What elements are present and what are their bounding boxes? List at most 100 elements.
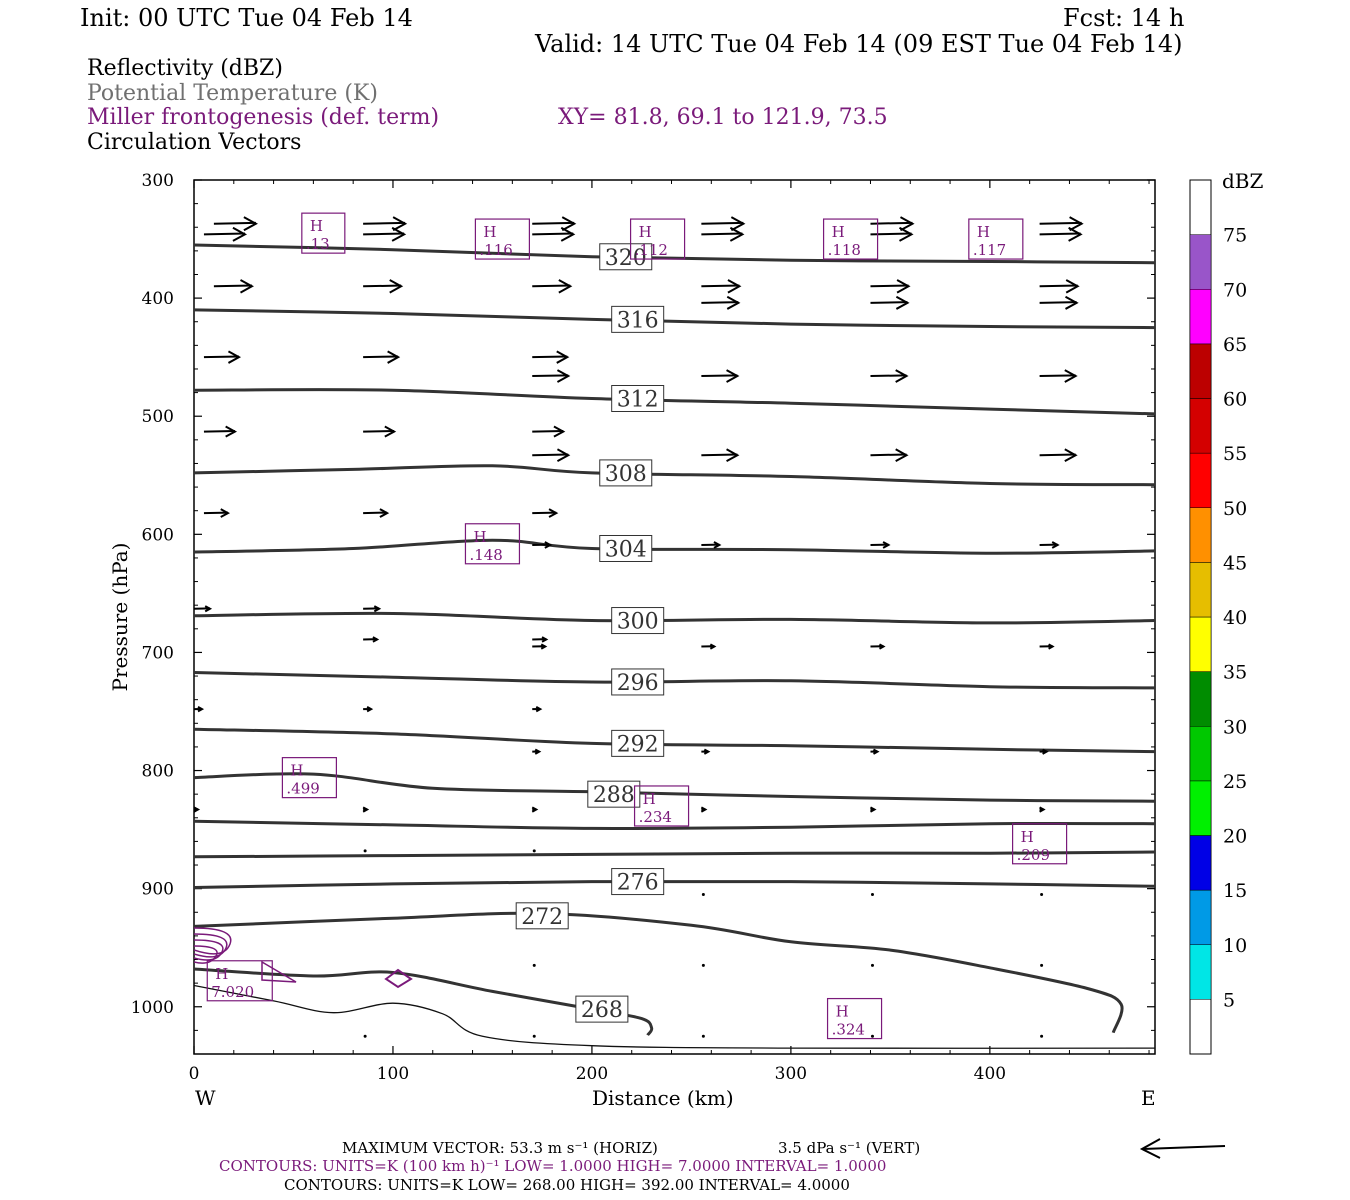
reference-vector-head: [1139, 1138, 1161, 1159]
colorbar-bin: [1189, 835, 1212, 891]
frontogenesis-max-h: H: [483, 223, 496, 241]
theta-contour-292: [194, 727, 1155, 754]
theta-label: 268: [581, 998, 623, 1023]
y-tick-label: 400: [142, 289, 174, 309]
theta-label: 304: [605, 537, 647, 562]
frontogenesis-max-box: [301, 212, 346, 254]
circulation-vector: [870, 301, 908, 304]
footer-max-vector: MAXIMUM VECTOR: 53.3 m s⁻¹ (HORIZ): [342, 1139, 658, 1157]
circulation-vector: [532, 963, 536, 967]
frontogenesis-max-h: H: [643, 790, 656, 808]
circulation-vector-head: [726, 295, 741, 310]
theta-contour-276: [194, 879, 1155, 889]
circulation-vector-head: [730, 216, 746, 232]
circulation-vector: [213, 221, 256, 225]
circulation-vector-head: [232, 226, 248, 242]
circulation-vector-head: [194, 806, 201, 813]
frontogenesis-max-box: [464, 523, 521, 565]
theta-contour-308: [194, 464, 1155, 487]
colorbar-bin: [1189, 234, 1212, 290]
circulation-vector-head: [227, 350, 242, 364]
circulation-vector-head: [392, 216, 408, 232]
frontogenesis-max-h: H: [473, 528, 486, 546]
circulation-vector: [363, 849, 367, 853]
frontogenesis-max-value: .209: [1017, 846, 1050, 864]
frontogenesis-contour: [194, 933, 228, 958]
colorbar-bin: [1189, 452, 1212, 508]
frontogenesis-max-value: .116: [479, 241, 512, 259]
circulation-vector: [363, 284, 402, 288]
circulation-vector: [1039, 232, 1081, 236]
frontogenesis-max-h: H: [1021, 828, 1034, 846]
circulation-vector-head: [220, 508, 231, 518]
frontogenesis-max-h: H: [290, 762, 303, 780]
cross-section-endpoints: XY= 81.8, 69.1 to 121.9, 73.5: [558, 105, 888, 130]
colorbar-label: 50: [1223, 498, 1247, 520]
x-axis-west-label: W: [195, 1086, 216, 1110]
colorbar-label: 60: [1223, 389, 1247, 411]
circulation-vector-head: [1064, 369, 1078, 383]
theta-contour-304: [194, 538, 1155, 555]
circulation-vector: [532, 355, 568, 359]
frontogenesis-max-value: .117: [973, 241, 1006, 259]
theta-label: 312: [617, 388, 659, 413]
theta-contour-268: [194, 967, 654, 1037]
circulation-vector-head: [387, 350, 401, 364]
colorbar-label: 75: [1223, 225, 1247, 247]
theta-contour-296: [194, 671, 1155, 690]
frontogenesis-max-value: .148: [469, 546, 502, 564]
circulation-vector-head: [727, 279, 742, 294]
colorbar-bin: [1189, 889, 1212, 945]
frontogenesis-max-box: [826, 997, 883, 1040]
circulation-vector: [1039, 221, 1082, 225]
circulation-vector: [1039, 284, 1078, 288]
circulation-vector-head: [726, 448, 740, 463]
circulation-vector-head: [561, 216, 577, 232]
circulation-vector: [1040, 963, 1044, 967]
theta-label-box: [611, 305, 665, 333]
circulation-vector-head: [1065, 279, 1080, 294]
circulation-vector-head: [391, 226, 407, 242]
frontogenesis-max-value: 7.020: [211, 983, 254, 1001]
circulation-vector: [213, 284, 252, 288]
theta-contour-300: [194, 611, 1155, 625]
circulation-vector-head: [895, 369, 909, 383]
circulation-vector-head: [895, 448, 909, 463]
x-axis-east-label: E: [1141, 1086, 1156, 1110]
circulation-vector-head: [878, 643, 886, 650]
theta-contour-316: [194, 308, 1155, 330]
circulation-vector-head: [1064, 448, 1078, 463]
frontogenesis-max-h: H: [639, 223, 652, 241]
circulation-vector-head: [373, 605, 382, 613]
circulation-vector-head: [544, 541, 553, 549]
circulation-vector-head: [1051, 541, 1060, 549]
frontogenesis-max-h: H: [215, 965, 228, 983]
circulation-vector-head: [899, 216, 915, 232]
theta-label: 300: [617, 610, 659, 635]
circulation-vector: [870, 963, 874, 967]
x-tick-label: 100: [377, 1064, 409, 1084]
frontogenesis-max-value: .118: [828, 241, 861, 259]
circulation-vector-head: [366, 706, 374, 713]
circulation-vector: [701, 453, 738, 457]
colorbar-label: 55: [1223, 443, 1247, 465]
legend-circulation-vectors: Circulation Vectors: [87, 130, 302, 155]
colorbar-label: 30: [1223, 716, 1247, 738]
frontogenesis-max-value: .499: [286, 780, 319, 798]
y-tick-label: 300: [142, 171, 174, 191]
footer-vertical-scale: 3.5 dPa s⁻¹ (VERT): [778, 1139, 921, 1157]
colorbar-bin: [1189, 289, 1212, 345]
circulation-vector: [870, 453, 907, 457]
y-tick-label: 600: [142, 525, 174, 545]
theta-label-box: [611, 868, 665, 896]
circulation-vector: [870, 893, 874, 897]
circulation-vector-head: [1039, 806, 1046, 813]
theta-label-box: [611, 729, 665, 757]
reference-vector: [1141, 1145, 1226, 1150]
theta-label: 296: [617, 671, 659, 696]
theta-label-box: [599, 243, 653, 271]
frontogenesis-max-value: .324: [832, 1021, 865, 1039]
colorbar-bin: [1189, 671, 1212, 727]
colorbar-bin: [1189, 944, 1212, 1000]
